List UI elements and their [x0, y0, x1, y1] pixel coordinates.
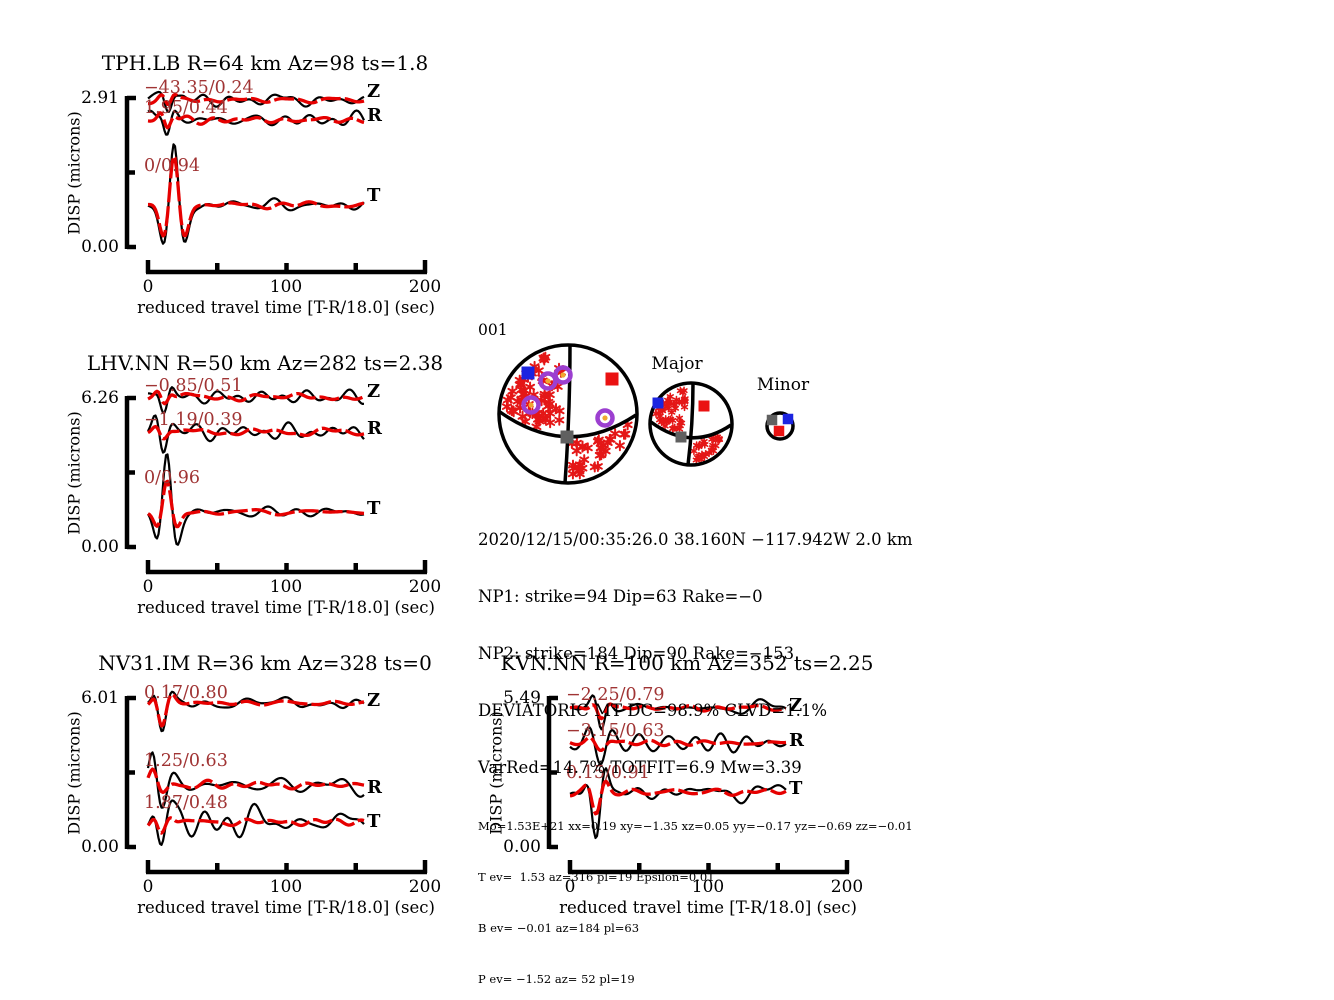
component-label-t: T — [367, 811, 381, 832]
y-max-tick-label: 5.49 — [503, 688, 541, 708]
major-beachball-label: Major — [651, 354, 703, 374]
shift-fit-annotation-r: −3.15/0.63 — [566, 721, 665, 741]
waveform-axes-and-traces — [124, 90, 428, 275]
y-max-tick-label: 2.91 — [81, 88, 119, 108]
shift-fit-annotation-t: 0/0.96 — [144, 468, 200, 488]
event-origin-line: 2020/12/15/00:35:26.0 38.160N −117.942W … — [478, 530, 913, 549]
y-min-tick-label: 0.00 — [81, 537, 119, 557]
beachball-diagrams — [497, 343, 795, 485]
deviatoric-mt-line: DEVIATORIC MT DC=98.9% CLVD=1.1% — [478, 701, 828, 720]
waveform-axes-and-traces — [124, 690, 428, 875]
y-max-tick-label: 6.26 — [81, 388, 119, 408]
station-title: KVN.NN R=100 km Az=352 ts=2.25 — [500, 651, 874, 675]
station-title: NV31.IM R=36 km Az=328 ts=0 — [98, 651, 432, 675]
station-plot-lhv-nn: LHV.NN R=50 km Az=282 ts=2.38 DISP (micr… — [60, 345, 460, 630]
x-tick-label-200: 200 — [408, 277, 442, 297]
waveform-axes-and-traces — [124, 386, 428, 575]
shift-fit-annotation-r: 1.95/0.44 — [144, 98, 228, 118]
component-label-z: Z — [367, 381, 381, 402]
station-title: LHV.NN R=50 km Az=282 ts=2.38 — [86, 351, 444, 375]
x-axis-label: reduced travel time [T-R/18.0] (sec) — [559, 898, 857, 917]
component-label-t: T — [367, 185, 381, 206]
shift-fit-annotation-z: 0.17/0.80 — [144, 683, 228, 703]
moment-tensor-elements-line: Mo=1.53E+21 xx=0.19 xy=−1.35 xz=0.05 yy=… — [478, 819, 913, 833]
shift-fit-annotation-z: −2.25/0.79 — [566, 685, 665, 705]
component-label-z: Z — [367, 690, 381, 711]
np1-line: NP1: strike=94 Dip=63 Rake=−0 — [478, 587, 763, 606]
x-tick-label-0: 0 — [142, 877, 154, 897]
component-label-r: R — [367, 777, 382, 798]
y-axis-label: DISP (microns) — [64, 411, 84, 535]
station-plot-nv31-im: NV31.IM R=36 km Az=328 ts=0 DISP (micron… — [60, 645, 460, 930]
x-tick-label-100: 100 — [269, 277, 303, 297]
event-info-block: 2020/12/15/00:35:26.0 38.160N −117.942W … — [478, 492, 928, 1000]
solution-id-label: 001 — [478, 321, 508, 339]
component-label-z: Z — [789, 695, 803, 716]
x-tick-label-200: 200 — [830, 877, 864, 897]
x-axis-label: reduced travel time [T-R/18.0] (sec) — [137, 898, 435, 917]
x-tick-label-0: 0 — [142, 277, 154, 297]
shift-fit-annotation-z: −43.35/0.24 — [144, 78, 254, 98]
x-tick-label-0: 0 — [564, 877, 576, 897]
station-plot-kvn-nn: KVN.NN R=100 km Az=352 ts=2.25 DISP (mic… — [482, 645, 882, 930]
component-label-t: T — [789, 778, 803, 799]
p-axis-line: P ev= −1.52 az= 52 pl=19 — [478, 972, 635, 986]
shift-fit-annotation-t: 0.15/0.91 — [566, 763, 650, 783]
x-tick-label-100: 100 — [269, 577, 303, 597]
y-axis-label: DISP (microns) — [64, 711, 84, 835]
x-axis-label: reduced travel time [T-R/18.0] (sec) — [137, 298, 435, 317]
np2-line: NP2: strike=184 Dip=90 Rake=−153 — [478, 644, 795, 663]
shift-fit-annotation-t: 0/0.94 — [144, 156, 200, 176]
x-axis-label: reduced travel time [T-R/18.0] (sec) — [137, 598, 435, 617]
shift-fit-annotation-r: 1.25/0.63 — [144, 751, 228, 771]
component-label-z: Z — [367, 81, 381, 102]
y-min-tick-label: 0.00 — [503, 837, 541, 857]
t-axis-line: T ev= 1.53 az=316 pl=19 Epsilon=0.01 — [478, 870, 715, 884]
waveform-axes-and-traces — [546, 694, 850, 875]
x-tick-label-200: 200 — [408, 877, 442, 897]
varred-line: VarRed=14.7% TOTFIT=6.9 Mw=3.39 — [478, 758, 802, 777]
station-plot-tph-lb: TPH.LB R=64 km Az=98 ts=1.8 DISP (micron… — [60, 45, 460, 330]
y-min-tick-label: 0.00 — [81, 237, 119, 257]
y-axis-label: DISP (microns) — [64, 111, 84, 235]
shift-fit-annotation-z: −0.85/0.51 — [144, 376, 243, 396]
x-tick-label-100: 100 — [269, 877, 303, 897]
shift-fit-annotation-t: 1.87/0.48 — [144, 793, 228, 813]
station-title: TPH.LB R=64 km Az=98 ts=1.8 — [101, 51, 429, 75]
y-max-tick-label: 6.01 — [81, 688, 119, 708]
b-axis-line: B ev= −0.01 az=184 pl=63 — [478, 921, 640, 935]
component-label-t: T — [367, 498, 381, 519]
component-label-r: R — [367, 105, 382, 126]
x-tick-label-200: 200 — [408, 577, 442, 597]
shift-fit-annotation-r: −1.19/0.39 — [144, 410, 243, 430]
component-label-r: R — [789, 730, 804, 751]
y-min-tick-label: 0.00 — [81, 837, 119, 857]
component-label-r: R — [367, 418, 382, 439]
x-tick-label-100: 100 — [691, 877, 725, 897]
minor-beachball-label: Minor — [756, 375, 810, 395]
x-tick-label-0: 0 — [142, 577, 154, 597]
focal-mechanism-panel: 001 Major Minor — [470, 318, 910, 500]
